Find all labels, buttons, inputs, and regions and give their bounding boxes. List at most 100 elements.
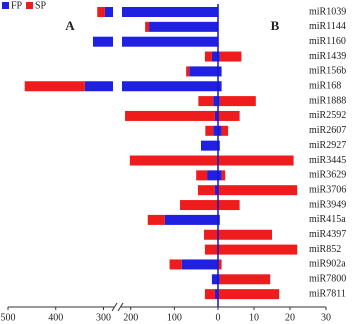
bar [218, 81, 222, 92]
bar-piece [200, 140, 218, 151]
bar [205, 125, 214, 136]
x-tick-label: 20 [285, 312, 295, 323]
axis-break [117, 302, 124, 312]
bar [125, 110, 215, 121]
legend-swatch [26, 2, 33, 9]
bar-piece [198, 96, 214, 107]
bar [214, 185, 218, 196]
bar [221, 170, 226, 181]
bar [218, 110, 240, 121]
category-label: miR3706 [309, 184, 346, 195]
category-label: miR1144 [309, 21, 346, 32]
x-tick-label: 300 [96, 312, 111, 323]
bar-piece [24, 81, 85, 92]
bar [204, 229, 218, 240]
bar [181, 259, 218, 270]
bar [204, 51, 212, 62]
bar-piece [213, 96, 218, 107]
x-tick-label: 100 [167, 312, 182, 323]
bar-piece [92, 36, 113, 47]
category-label: miR1439 [309, 51, 346, 62]
bar [129, 155, 218, 166]
axis-break [111, 302, 118, 312]
bar-piece [189, 66, 218, 77]
bar [218, 200, 240, 211]
category-label: miR2927 [309, 140, 346, 151]
panel-b-title: B [271, 18, 280, 33]
category-label: miR3629 [309, 170, 346, 181]
bar [198, 96, 214, 107]
bar-piece [122, 81, 218, 92]
bar [218, 229, 272, 240]
bar [218, 96, 220, 107]
bar-piece [129, 155, 218, 166]
category-label: miR7811 [309, 288, 346, 299]
bar-piece [97, 7, 105, 17]
x-tick-label: 0 [216, 312, 221, 323]
bar [147, 214, 165, 225]
bar-piece [211, 51, 218, 62]
bar [92, 36, 218, 47]
bar [221, 125, 229, 136]
category-label: miR1039 [309, 6, 346, 17]
bar-piece [125, 110, 215, 121]
bar [189, 66, 218, 77]
bar [211, 274, 218, 285]
bar-piece [180, 200, 218, 211]
bar-piece [122, 36, 218, 47]
category-label: miR1888 [309, 95, 346, 106]
bar-piece [204, 244, 218, 255]
bar-piece [149, 21, 218, 32]
bar [84, 81, 218, 92]
bar-piece [205, 125, 214, 136]
bar-piece [214, 185, 218, 196]
bar-piece [196, 170, 208, 181]
bar-piece [169, 259, 182, 270]
bar-piece [197, 185, 215, 196]
bar-piece [214, 289, 218, 300]
bar [213, 125, 218, 136]
category-label: miR4397 [309, 229, 346, 240]
category-label: miR852 [309, 244, 341, 255]
legend-label: FP [11, 0, 23, 11]
bar [214, 110, 218, 121]
bar [211, 51, 218, 62]
panel-a-title: A [65, 18, 75, 33]
bar-piece [204, 51, 212, 62]
bar-piece [204, 229, 218, 240]
bar [219, 274, 271, 285]
bar [218, 185, 298, 196]
bar [213, 96, 218, 107]
bar-piece [84, 81, 113, 92]
legend-label: SP [35, 0, 47, 11]
bar [218, 51, 220, 62]
bar [218, 66, 222, 77]
bar [207, 170, 218, 181]
bar-piece [211, 274, 218, 285]
bar [214, 289, 218, 300]
bar [164, 214, 218, 225]
bar [180, 200, 218, 211]
bar [218, 140, 220, 151]
bar-piece [186, 66, 190, 77]
bar [218, 214, 220, 225]
category-label: miR168 [309, 81, 341, 92]
bar [218, 125, 222, 136]
category-label: miR7800 [309, 274, 346, 285]
bar-piece [122, 7, 218, 17]
bar-piece [207, 170, 218, 181]
bar-piece [181, 259, 218, 270]
bar-piece [164, 214, 218, 225]
bar-piece [204, 289, 215, 300]
bar [218, 274, 220, 285]
bar [219, 96, 256, 107]
category-label: miR2592 [309, 110, 346, 121]
category-label: miR156b [309, 66, 346, 77]
bar-piece [145, 21, 150, 32]
bar [218, 244, 298, 255]
category-label: miR1160 [309, 36, 346, 47]
bar [24, 81, 85, 92]
bar [219, 51, 242, 62]
